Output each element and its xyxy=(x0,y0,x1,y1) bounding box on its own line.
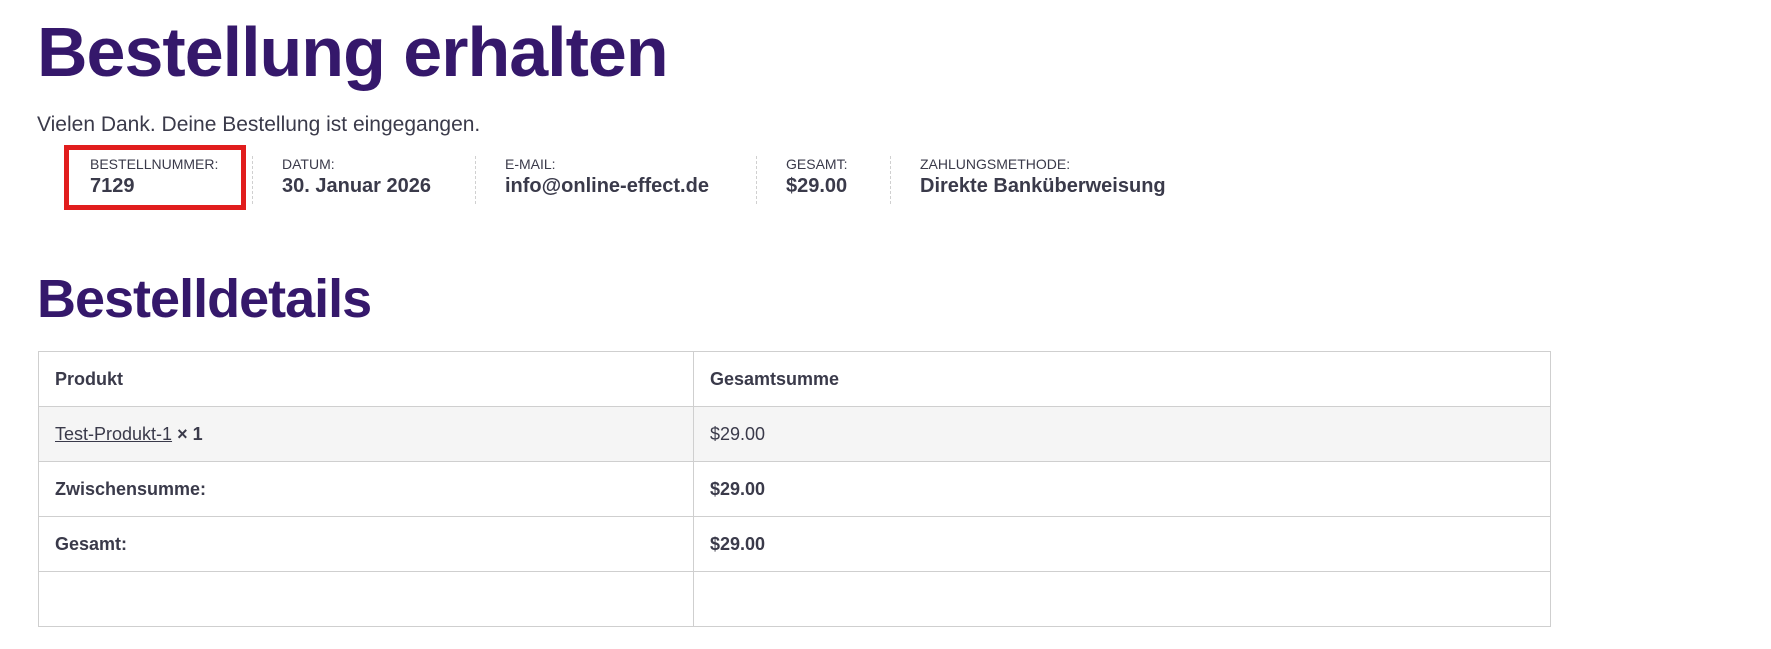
product-total: $29.00 xyxy=(693,406,1551,462)
subtotal-row: Zwischensumme: $29.00 xyxy=(38,461,1551,517)
overview-payment-method: Zahlungsmethode: Direkte Banküberweisung xyxy=(920,155,1166,205)
order-details-table: Produkt Gesamtsumme Test-Produkt-1 × 1 $… xyxy=(38,351,1551,627)
overview-email: E-Mail: info@online-effect.de xyxy=(505,155,709,205)
overview-label: Zahlungsmethode: xyxy=(920,156,1071,172)
highlight-box xyxy=(64,145,246,210)
overview-label: E-Mail: xyxy=(505,156,556,172)
table-header-row: Produkt Gesamtsumme xyxy=(38,351,1551,407)
empty-cell xyxy=(693,571,1551,627)
overview-label: Datum: xyxy=(282,156,335,172)
overview-date: Datum: 30. Januar 2026 xyxy=(282,155,431,205)
total-row: Gesamt: $29.00 xyxy=(38,516,1551,572)
divider xyxy=(475,156,476,204)
overview-value: 7129 xyxy=(90,175,135,197)
overview-value: $29.00 xyxy=(786,175,848,197)
product-link[interactable]: Test-Produkt-1 xyxy=(55,423,173,444)
table-row: Test-Produkt-1 × 1 $29.00 xyxy=(38,406,1551,462)
column-header-product: Produkt xyxy=(38,351,694,407)
overview-label: Gesamt: xyxy=(786,156,848,172)
divider xyxy=(756,156,757,204)
overview-order-number: Bestellnummer: 7129 xyxy=(90,155,218,205)
total-value: $29.00 xyxy=(693,516,1551,572)
overview-value: info@online-effect.de xyxy=(505,175,709,197)
divider xyxy=(890,156,891,204)
order-details-title: Bestelldetails xyxy=(37,269,372,329)
product-cell: Test-Produkt-1 × 1 xyxy=(38,406,694,462)
column-header-total: Gesamtsumme xyxy=(693,351,1551,407)
subtotal-value: $29.00 xyxy=(693,461,1551,517)
divider xyxy=(252,156,253,204)
overview-value: 30. Januar 2026 xyxy=(282,175,431,197)
overview-label: Bestellnummer: xyxy=(90,156,219,172)
table-row-cut-off xyxy=(38,571,1551,627)
page-title: Bestellung erhalten xyxy=(37,13,669,91)
subtotal-label: Zwischensumme: xyxy=(38,461,694,517)
product-quantity: × 1 xyxy=(177,423,203,444)
overview-value: Direkte Banküberweisung xyxy=(920,175,1166,197)
overview-total: Gesamt: $29.00 xyxy=(786,155,847,205)
total-label: Gesamt: xyxy=(38,516,694,572)
thank-you-message: Vielen Dank. Deine Bestellung ist eingeg… xyxy=(37,113,481,136)
empty-cell xyxy=(38,571,694,627)
